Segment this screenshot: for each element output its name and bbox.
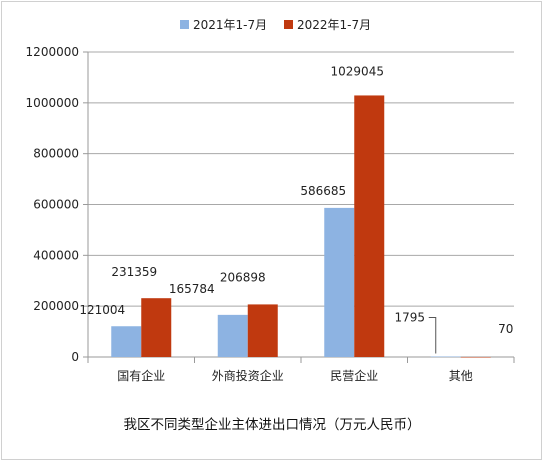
bar: [217, 314, 248, 357]
y-tick-label: 1200000: [26, 45, 79, 59]
x-axis-categories: 国有企业 外商投资企业 民营企业 其他: [117, 368, 473, 383]
legend-swatch: [284, 20, 293, 29]
y-tick-label: 400000: [33, 248, 79, 262]
bar: [430, 356, 461, 358]
legend-swatch: [180, 20, 189, 29]
y-tick-label: 800000: [33, 147, 79, 161]
data-label: 1795: [394, 311, 425, 325]
data-label: 206898: [220, 270, 266, 284]
bar: [111, 326, 142, 357]
bar: [141, 298, 172, 357]
y-tick-label: 1000000: [26, 96, 79, 110]
x-category-label: 民营企业: [330, 368, 378, 383]
data-label: 231359: [111, 265, 157, 279]
x-category-label: 国有企业: [117, 368, 165, 383]
data-label: 70: [498, 322, 513, 336]
data-labels: 121004 231359 165784 206898 586685 1029045 179…: [79, 64, 513, 336]
x-category-label: 其他: [449, 369, 473, 383]
data-label: 586685: [300, 184, 346, 198]
leader-line: [428, 317, 437, 354]
y-tick-label: 200000: [33, 299, 79, 313]
bars: [111, 95, 491, 358]
chart-title: 我区不同类型企业主体进出口情况（万元人民币）: [124, 416, 421, 433]
y-tick-label: 0: [71, 350, 79, 364]
legend-label: 2021年1-7月: [193, 18, 267, 32]
bar: [247, 304, 278, 357]
leader-lines: [428, 317, 437, 354]
y-tick-label: 600000: [33, 198, 79, 212]
data-label: 165784: [169, 282, 215, 296]
data-label: 121004: [79, 303, 125, 317]
bar: [460, 356, 491, 358]
x-category-label: 外商投资企业: [212, 368, 284, 383]
legend: 2021年1-7月 2022年1-7月: [180, 18, 371, 32]
bar: [324, 207, 355, 357]
legend-label: 2022年1-7月: [297, 18, 371, 32]
bar: [354, 95, 385, 358]
y-axis-ticks: 0 200000 400000 600000 800000 1000000 1200000: [26, 45, 79, 364]
data-label: 1029045: [331, 64, 384, 78]
